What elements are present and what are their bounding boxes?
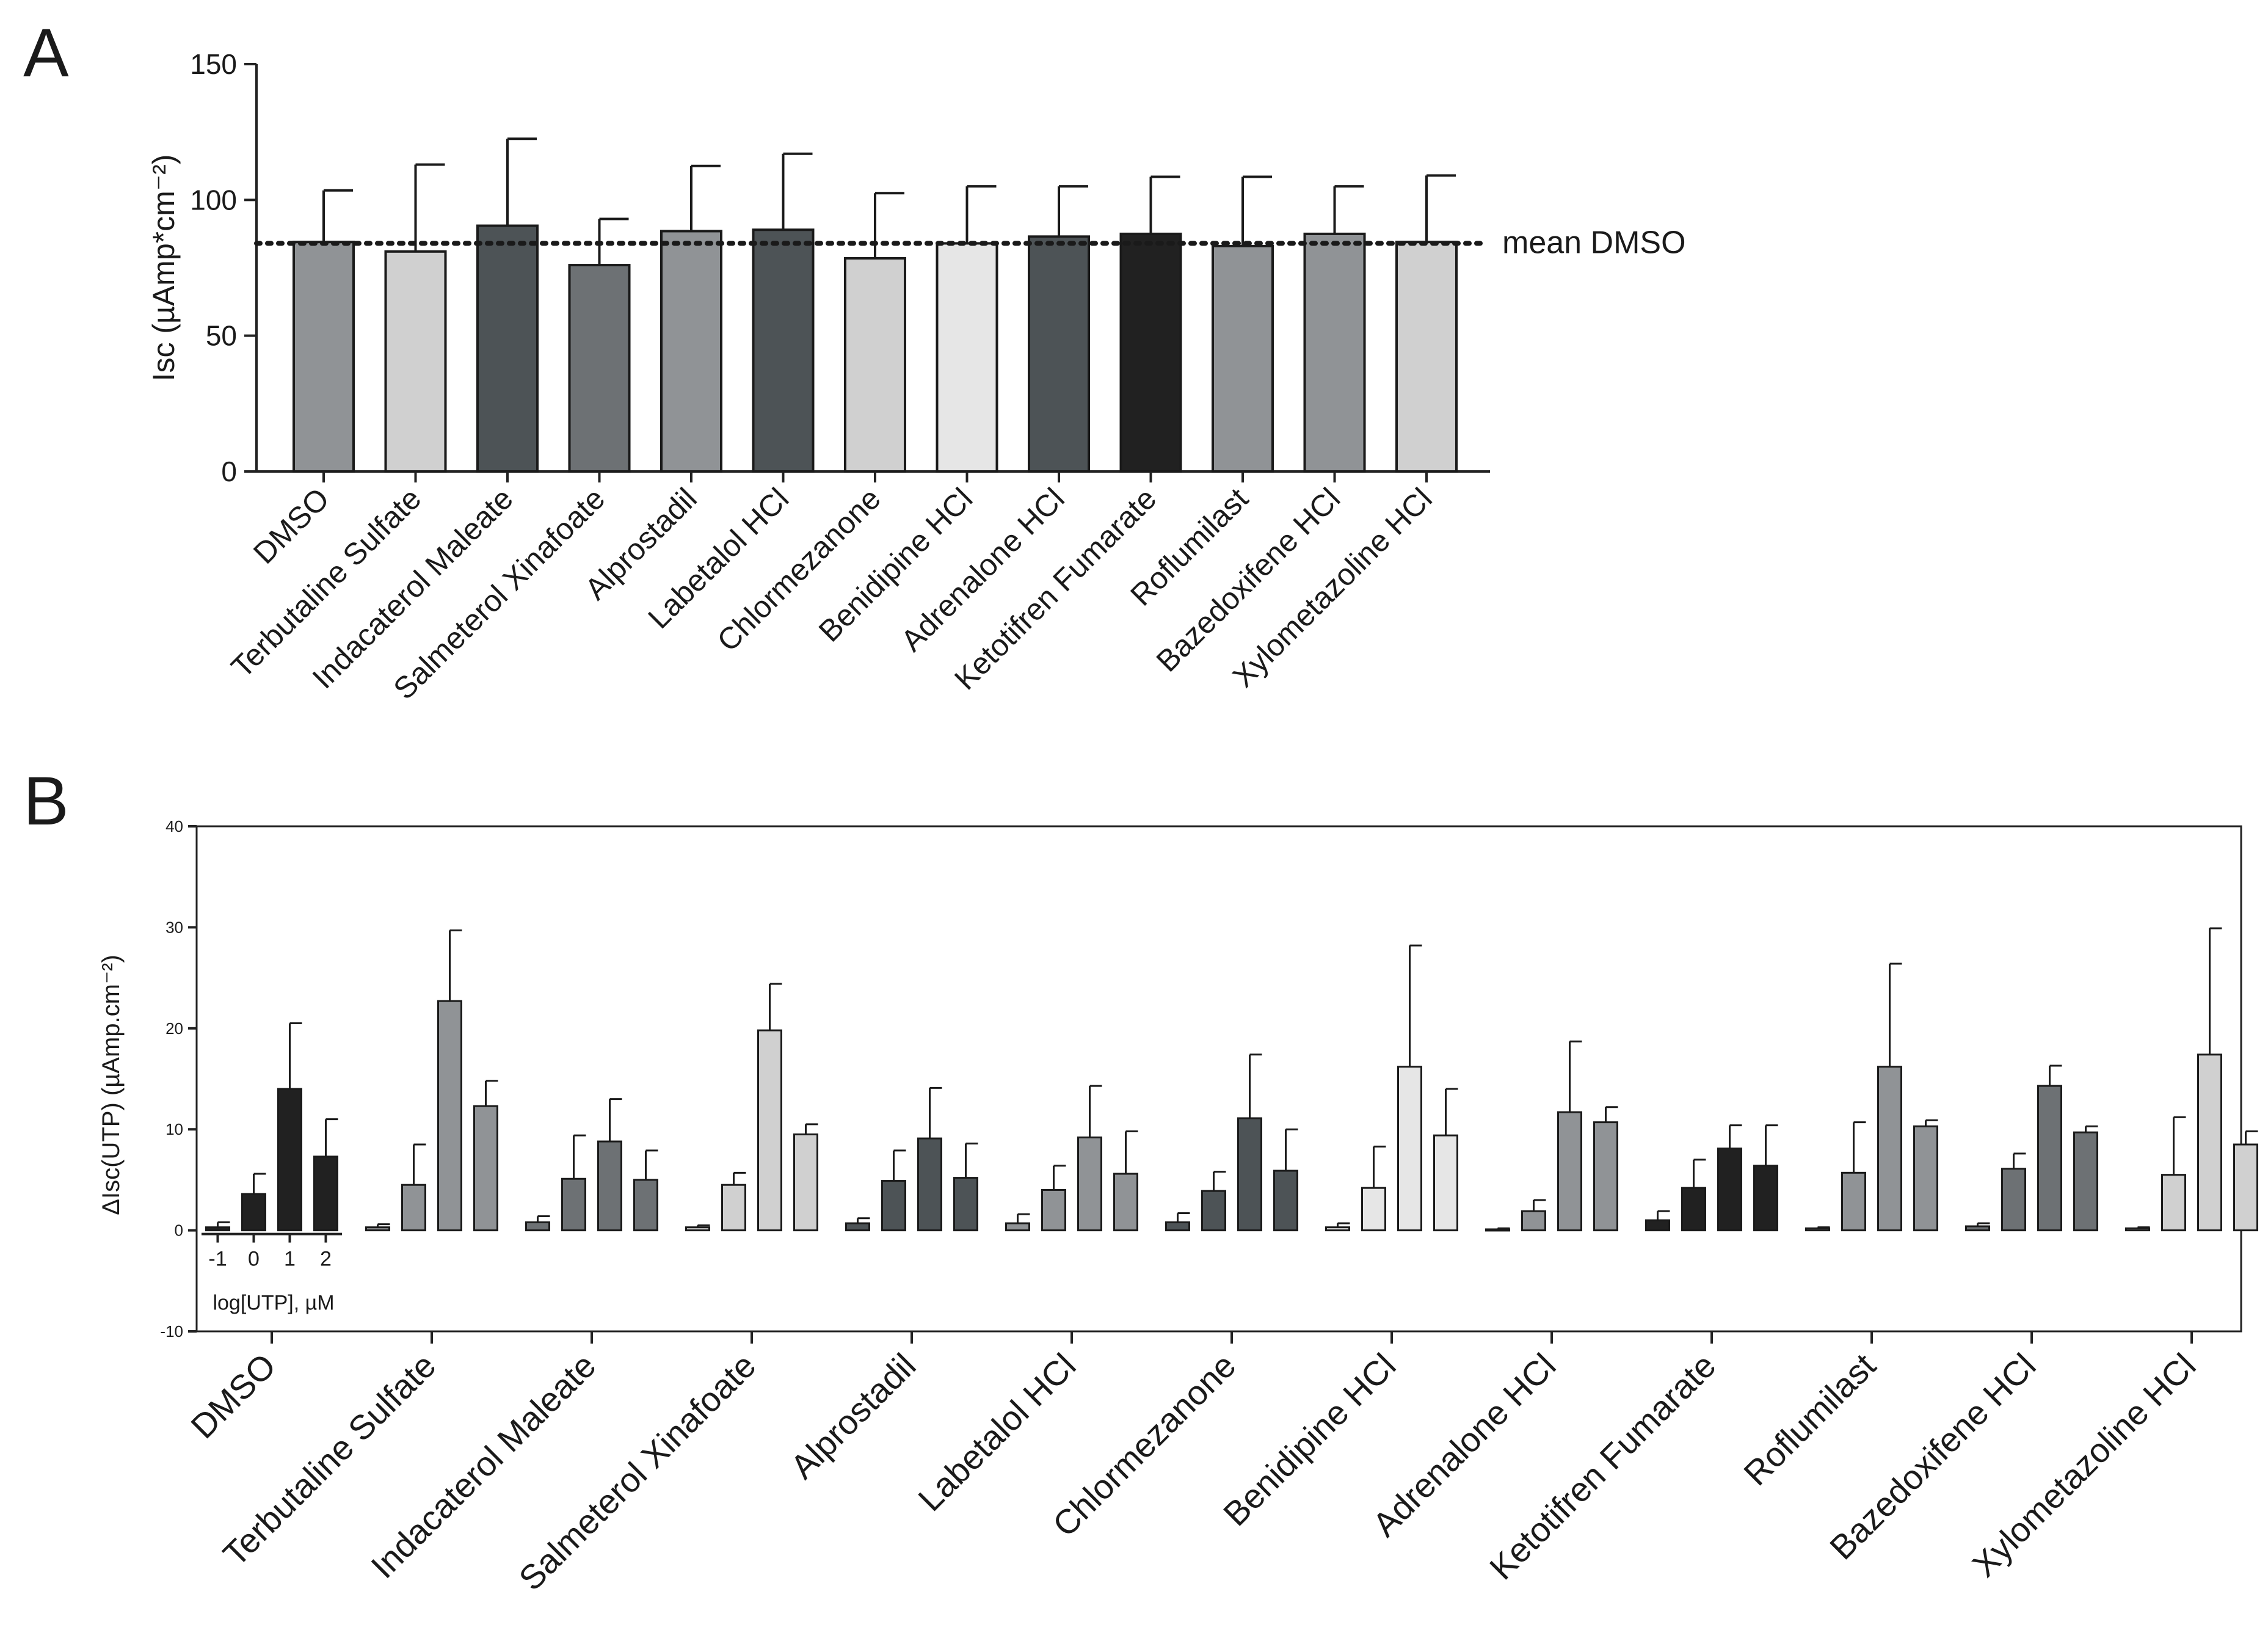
- bar-b-salmeterol-xinafoate-dose-1: [721, 1184, 746, 1232]
- bar-b-dmso-dose-2: [277, 1088, 302, 1232]
- bar-b-ketotifren-fumarate-dose-0: [1645, 1219, 1670, 1232]
- bar-a-adrenalone-hcl: [1028, 235, 1090, 473]
- bar-b-alprostadil-dose-1: [881, 1180, 906, 1232]
- bar-b-salmeterol-xinafoate-dose-2: [757, 1029, 782, 1232]
- bar-b-benidipine-hcl-dose-2: [1397, 1066, 1422, 1232]
- bar-b-terbutaline-sulfate-dose-2: [437, 1000, 462, 1232]
- panel-b-y-tick-label: -10: [160, 1322, 183, 1341]
- mean-dmso-label: mean DMSO: [1502, 225, 1686, 260]
- bar-b-bazedoxifene-hcl-dose-3: [2073, 1131, 2098, 1232]
- bar-a-alprostadil: [660, 230, 722, 473]
- bar-b-chlormezanone-dose-3: [1273, 1170, 1298, 1232]
- bar-b-xylometazoline-hcl-dose-1: [2161, 1174, 2186, 1232]
- bar-a-indacaterol-maleate: [476, 224, 539, 473]
- bar-b-salmeterol-xinafoate-dose-3: [793, 1133, 818, 1232]
- panel-b-y-tick-label: 30: [165, 918, 183, 936]
- panel-b-category-label: Alprostadil: [783, 1346, 923, 1486]
- bar-b-adrenalone-hcl-dose-3: [1593, 1121, 1618, 1232]
- bar-b-alprostadil-dose-0: [845, 1222, 870, 1232]
- dose-tick-label: 1: [284, 1248, 296, 1271]
- bar-b-salmeterol-xinafoate-dose-0: [685, 1226, 710, 1232]
- bar-b-labetalol-hcl-dose-2: [1077, 1136, 1102, 1232]
- bar-a-terbutaline-sulfate: [384, 250, 447, 473]
- bar-b-benidipine-hcl-dose-1: [1361, 1187, 1386, 1232]
- bar-b-roflumilast-dose-0: [1805, 1227, 1830, 1232]
- panel-a-letter: A: [23, 15, 69, 91]
- bar-b-xylometazoline-hcl-dose-3: [2233, 1143, 2258, 1232]
- panel-b-category-label: DMSO: [183, 1346, 283, 1446]
- bar-a-roflumilast: [1212, 244, 1274, 473]
- bar-b-chlormezanone-dose-1: [1201, 1190, 1226, 1232]
- bar-b-alprostadil-dose-2: [917, 1137, 942, 1232]
- panel-a-y-tick-label: 50: [206, 320, 237, 352]
- bar-b-xylometazoline-hcl-dose-0: [2125, 1227, 2150, 1232]
- bar-a-ketotifren-fumarate: [1119, 232, 1182, 473]
- bar-b-indacaterol-maleate-dose-1: [561, 1177, 586, 1232]
- bar-b-dmso-dose-1: [241, 1193, 266, 1232]
- panel-a-category-label: Adrenalone HCl: [895, 481, 1071, 658]
- panel-a-y-axis-label: Isc (µAmp*cm⁻²): [147, 155, 181, 382]
- bar-b-ketotifren-fumarate-dose-2: [1717, 1148, 1742, 1232]
- bar-b-terbutaline-sulfate-dose-0: [365, 1226, 390, 1232]
- panel-a-y-tick-label: 150: [190, 48, 237, 80]
- panel-b-category-label: Benidipine HCl: [1216, 1346, 1403, 1533]
- panel-a-category-label: DMSO: [247, 481, 336, 570]
- bar-b-dmso-dose-0: [205, 1226, 230, 1232]
- bar-b-labetalol-hcl-dose-0: [1005, 1222, 1030, 1232]
- bar-b-ketotifren-fumarate-dose-3: [1753, 1165, 1778, 1232]
- bar-b-dmso-dose-3: [313, 1155, 338, 1232]
- bar-b-terbutaline-sulfate-dose-1: [401, 1184, 426, 1232]
- panel-a-y-tick-label: 0: [221, 456, 237, 487]
- dose-axis-label: log[UTP], µM: [213, 1292, 334, 1315]
- dose-tick-label: -1: [208, 1248, 227, 1271]
- panel-b-y-axis-label: ΔIsc(UTP) (µAmp.cm⁻²): [98, 955, 125, 1215]
- panel-b-y-tick-label: 0: [175, 1221, 183, 1240]
- dose-tick-label: 2: [320, 1248, 332, 1271]
- bar-b-labetalol-hcl-dose-1: [1041, 1188, 1066, 1232]
- panel-a-category-label: Chlormezanone: [711, 481, 887, 658]
- bar-b-chlormezanone-dose-2: [1237, 1117, 1262, 1232]
- bar-b-terbutaline-sulfate-dose-3: [473, 1105, 498, 1232]
- panel-b-y-tick-label: 10: [165, 1120, 183, 1138]
- bar-a-dmso: [293, 241, 355, 473]
- bar-b-xylometazoline-hcl-dose-2: [2197, 1053, 2222, 1232]
- bar-b-indacaterol-maleate-dose-3: [633, 1179, 658, 1232]
- dose-tick-label: 0: [248, 1248, 260, 1271]
- bar-a-salmeterol-xinafoate: [568, 264, 631, 473]
- bar-a-labetalol-hcl: [752, 228, 815, 473]
- bar-b-benidipine-hcl-dose-3: [1433, 1134, 1458, 1232]
- bar-b-bazedoxifene-hcl-dose-1: [2001, 1168, 2026, 1232]
- panel-b-letter: B: [23, 763, 69, 839]
- bar-b-labetalol-hcl-dose-3: [1113, 1173, 1138, 1232]
- bar-b-bazedoxifene-hcl-dose-0: [1965, 1225, 1990, 1232]
- bar-b-roflumilast-dose-1: [1841, 1171, 1866, 1232]
- bar-a-benidipine-hcl: [936, 242, 998, 473]
- bar-b-ketotifren-fumarate-dose-1: [1681, 1187, 1706, 1232]
- bar-b-bazedoxifene-hcl-dose-2: [2037, 1085, 2062, 1232]
- bar-b-adrenalone-hcl-dose-1: [1521, 1210, 1546, 1232]
- bar-b-indacaterol-maleate-dose-0: [525, 1221, 550, 1232]
- bar-b-roflumilast-dose-2: [1877, 1066, 1902, 1232]
- bar-b-adrenalone-hcl-dose-2: [1557, 1111, 1582, 1232]
- bar-a-chlormezanone: [844, 257, 906, 473]
- panel-b-y-tick-label: 20: [165, 1019, 183, 1038]
- panel-b-category-label: Roflumilast: [1736, 1346, 1883, 1493]
- bar-b-roflumilast-dose-3: [1913, 1125, 1938, 1232]
- panel-b-frame: [195, 825, 2242, 1333]
- bar-a-bazedoxifene-hcl: [1303, 232, 1366, 473]
- bar-b-benidipine-hcl-dose-0: [1325, 1226, 1350, 1232]
- panel-b-category-label: Labetalol HCl: [910, 1346, 1083, 1518]
- bar-b-alprostadil-dose-3: [953, 1177, 978, 1232]
- panel-a-y-tick-label: 100: [190, 184, 237, 216]
- bar-b-indacaterol-maleate-dose-2: [597, 1140, 622, 1232]
- bar-b-chlormezanone-dose-0: [1165, 1221, 1190, 1232]
- bar-a-xylometazoline-hcl: [1395, 241, 1458, 473]
- panel-b-y-tick-label: 40: [165, 817, 183, 835]
- bar-b-adrenalone-hcl-dose-0: [1485, 1228, 1510, 1232]
